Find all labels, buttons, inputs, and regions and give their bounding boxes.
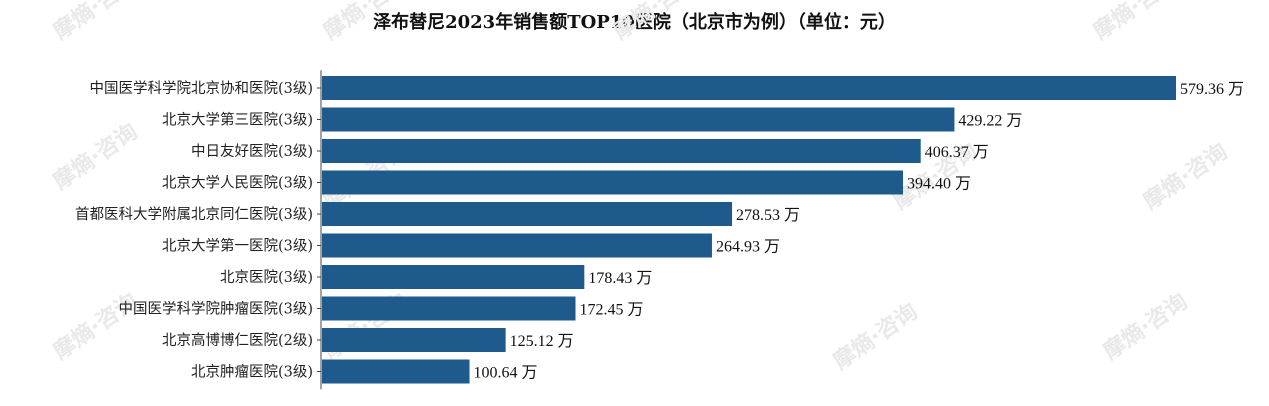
category-label: 中国医学科学院北京协和医院(3级) [89, 80, 313, 97]
category-label: 北京大学人民医院(3级) [162, 175, 313, 192]
category-label: 北京大学第三医院(3级) [162, 111, 313, 129]
value-label: 429.22 万 [958, 113, 1022, 130]
value-label: 125.12 万 [510, 333, 574, 350]
chart-title: 泽布替尼2023年销售额TOP10医院（北京市为例）（单位：元） [373, 12, 896, 33]
bar [322, 202, 733, 226]
watermark-text: 摩熵·咨询 [319, 0, 413, 45]
category-label: 北京肿瘤医院(3级) [191, 364, 313, 381]
bar [322, 170, 904, 195]
category-label: 北京大学第一医院(3级) [162, 237, 313, 255]
value-label: 100.64 万 [474, 365, 538, 382]
bar [322, 265, 585, 289]
watermark-text: 摩熵·咨询 [829, 298, 923, 375]
bar [322, 359, 470, 384]
bar [322, 107, 955, 132]
watermark-text: 摩熵·咨询 [49, 118, 143, 195]
watermark-text: 摩熵·咨询 [1099, 288, 1193, 365]
value-label: 394.40 万 [907, 176, 971, 193]
bar [322, 296, 576, 321]
bar [322, 233, 712, 258]
watermark-text: 摩熵·咨询 [1089, 0, 1183, 45]
value-label: 278.53 万 [736, 207, 800, 224]
bar [322, 76, 1176, 100]
watermark-text: 摩熵·咨询 [1139, 138, 1233, 215]
category-label: 中日友好医院(3级) [191, 143, 313, 160]
value-label: 579.36 万 [1180, 81, 1244, 98]
category-label: 北京医院(3级) [220, 269, 313, 286]
value-label: 264.93 万 [716, 239, 780, 256]
value-label: 406.37 万 [925, 144, 989, 161]
category-label: 中国医学科学院肿瘤医院(3级) [118, 301, 313, 318]
watermark-text: 摩熵·咨询 [609, 0, 703, 45]
category-label: 首都医科大学附属北京同仁医院(3级) [75, 206, 313, 223]
bar [322, 328, 506, 352]
bar [322, 139, 921, 163]
watermark-text: 摩熵·咨询 [49, 288, 143, 365]
watermark-text: 摩熵·咨询 [49, 0, 143, 45]
value-label: 178.43 万 [588, 270, 652, 287]
value-label: 172.45 万 [579, 302, 643, 319]
category-label: 北京高博博仁医院(2级) [162, 332, 313, 349]
